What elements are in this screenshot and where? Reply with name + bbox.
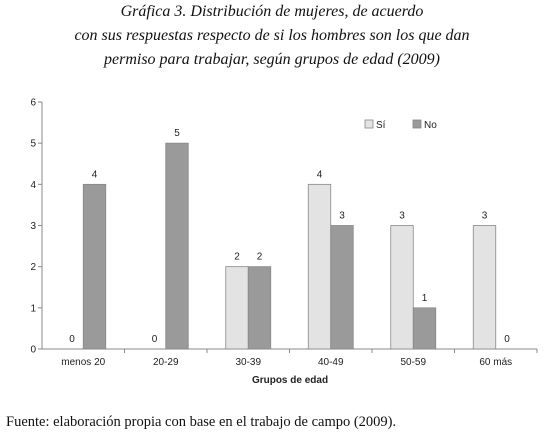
legend-swatch [412, 119, 422, 129]
chart-title: con sus respuestas respecto de si los ho… [74, 27, 469, 44]
data-label: 0 [152, 334, 158, 345]
y-tick-label: 3 [30, 221, 36, 232]
bar [82, 183, 107, 350]
data-label: 2 [257, 252, 263, 263]
x-tick-label: menos 20 [61, 357, 105, 368]
chart-title: permiso para trabajar, según grupos de e… [103, 51, 440, 68]
data-label: 3 [339, 211, 345, 222]
x-tick-label: 40-49 [318, 357, 344, 368]
x-tick-label: 20-29 [153, 357, 179, 368]
data-label: 4 [92, 169, 98, 180]
y-tick-label: 5 [30, 139, 36, 150]
data-label: 3 [482, 211, 488, 222]
x-tick-label: 30-39 [235, 357, 261, 368]
bar [472, 225, 497, 350]
x-tick-label: 50-59 [400, 357, 426, 368]
y-tick-label: 2 [30, 262, 36, 273]
chart-title: Gráfica 3. Distribución de mujeres, de a… [121, 3, 424, 20]
data-label: 0 [504, 334, 510, 345]
y-tick-label: 1 [30, 303, 36, 314]
y-tick-label: 4 [30, 180, 36, 191]
bar [330, 225, 354, 350]
bar [390, 225, 414, 350]
y-tick-label: 0 [30, 345, 36, 356]
x-axis-title: Grupos de edad [252, 375, 328, 386]
data-label: 1 [422, 293, 428, 304]
bar [247, 266, 272, 350]
data-label: 4 [317, 169, 323, 180]
x-tick-label: 60 más [479, 357, 512, 368]
bar [307, 183, 332, 350]
legend-label: No [424, 120, 437, 131]
source-note: Fuente: elaboración propia con base en e… [6, 414, 396, 430]
legend-swatch [364, 119, 374, 129]
data-label: 5 [174, 128, 180, 139]
data-label: 3 [399, 211, 405, 222]
bar [225, 266, 249, 350]
y-tick-label: 6 [30, 98, 36, 109]
legend-label: Sí [376, 120, 386, 131]
bar [165, 142, 189, 350]
data-label: 0 [69, 334, 75, 345]
data-label: 2 [234, 252, 240, 263]
bar [412, 307, 437, 350]
